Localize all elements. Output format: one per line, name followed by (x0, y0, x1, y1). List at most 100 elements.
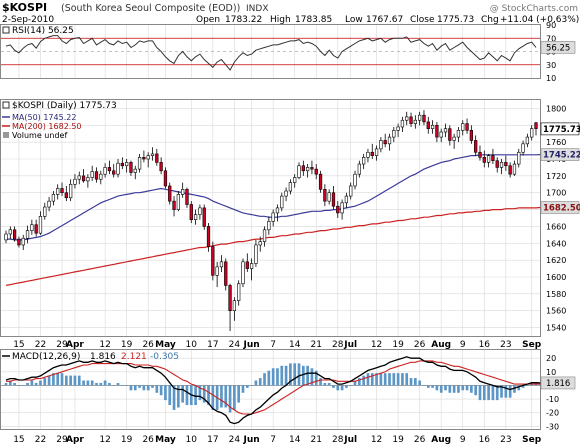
macd-histogram-bar (478, 385, 482, 401)
macd-histogram-bar (39, 380, 42, 386)
price-tick-label: 1700 (546, 189, 566, 198)
macd-histogram-bar (405, 373, 409, 386)
x-date-label: 7 (270, 340, 276, 350)
price-tick-label: 1760 (546, 138, 566, 147)
macd-signal-line (6, 360, 549, 415)
candle-down (168, 185, 172, 202)
candle-down (336, 205, 340, 214)
candle-up (512, 163, 517, 175)
candle-up (521, 143, 525, 153)
quote-change-value: +11.04 (+0.63%) (500, 15, 579, 25)
candle-up (258, 241, 262, 246)
macd-panel-frame (0, 349, 541, 430)
candle-down (478, 151, 482, 158)
macd-histogram-bar (388, 373, 391, 386)
rsi-tick-label: 10 (546, 74, 556, 83)
x-date-label: Jul (343, 340, 357, 350)
candle-down (159, 162, 163, 172)
candle-up (30, 224, 34, 231)
candle-up (86, 177, 90, 182)
macd-histogram-bar (138, 385, 141, 388)
candle-up (237, 283, 241, 301)
candle-up (379, 140, 383, 150)
candle-down (185, 189, 189, 205)
x-date-label-bottom: 26 (142, 435, 154, 445)
macd-histogram-bar (103, 380, 107, 386)
candle-up (133, 168, 137, 173)
macd-legend-hist: -0.305 (150, 352, 179, 362)
x-date-label-bottom: 9 (460, 435, 466, 445)
watermark: @ StockCharts.com (490, 4, 578, 14)
grid-layer (1, 25, 540, 429)
x-date-label: 29 (56, 340, 68, 350)
macd-histogram-bar (491, 385, 495, 401)
x-date-label-bottom: 19 (392, 435, 404, 445)
x-date-label-bottom: 28 (332, 435, 344, 445)
x-date-label: 14 (289, 340, 301, 350)
candle-up (340, 202, 344, 214)
macd-histogram-bar (108, 382, 111, 386)
x-date-label: 23 (500, 340, 511, 350)
candle-down (64, 192, 68, 199)
rsi-legend-swatch (2, 26, 10, 34)
candle-up (400, 119, 405, 128)
candle-down (211, 246, 215, 276)
x-date-label: 19 (392, 340, 404, 350)
candle-up (116, 162, 120, 175)
candle-up (25, 230, 30, 239)
x-date-label-bottom: Jul (343, 435, 357, 445)
candle-up (181, 189, 185, 195)
macd-histogram-bar (482, 385, 486, 401)
macd-histogram-bar (418, 380, 421, 386)
macd-histogram-bar (263, 373, 266, 386)
macd-histogram-bar (327, 382, 331, 386)
candle-up (344, 195, 349, 204)
candle-down (426, 121, 430, 129)
candle-up (288, 182, 293, 192)
axis-layer: 1800178017601740172017001680166016401620… (13, 21, 580, 445)
candle-down (34, 224, 38, 234)
candle-up (38, 216, 43, 234)
rsi-line (5, 35, 537, 71)
candle-down (465, 123, 469, 131)
candle-up (366, 151, 370, 158)
macd-histogram-bar (439, 385, 443, 393)
candle-down (370, 151, 374, 156)
macd-histogram-bar (375, 373, 378, 386)
macd-histogram-bar (267, 370, 271, 386)
rsi-value-box (540, 41, 576, 54)
macd-histogram-bar (99, 382, 103, 386)
macd-histogram-bar (172, 385, 176, 410)
x-date-label: 12 (371, 340, 382, 350)
macd-histogram-bar (345, 385, 348, 388)
x-date-label-bottom: 26 (414, 435, 426, 445)
macd-histogram-bar (202, 385, 206, 403)
macd-histogram-bar (323, 382, 327, 386)
candle-down (202, 207, 206, 227)
macd-histogram-bar (319, 378, 322, 386)
candle-up (43, 206, 47, 217)
x-date-label: 26 (414, 340, 426, 350)
price-close-label: 1775.73 (543, 125, 580, 135)
price-tick-label: 1660 (546, 222, 566, 231)
candle-up (193, 214, 198, 220)
x-date-label-bottom: 21 (311, 435, 322, 445)
quote-open-label: Open (196, 15, 220, 25)
macd-histogram-bar (332, 385, 335, 388)
candle-up (125, 162, 129, 167)
macd-histogram-bar (495, 385, 499, 401)
macd-histogram-bar (133, 385, 137, 391)
candle-down (331, 192, 336, 207)
macd-histogram-bar (233, 385, 236, 410)
price-ma50-label: 1745.22 (543, 151, 580, 161)
price-tick-label: 1540 (546, 324, 566, 333)
macd-histogram-bar (116, 382, 120, 386)
macd-histogram-bar (370, 373, 374, 386)
candle-up (68, 183, 73, 199)
candle-up (215, 266, 219, 276)
macd-value-label: 1.816 (546, 379, 570, 389)
macd-histogram-bar (289, 363, 292, 386)
macd-tick-label: -20 (546, 409, 559, 418)
x-date-label: 10 (186, 340, 198, 350)
